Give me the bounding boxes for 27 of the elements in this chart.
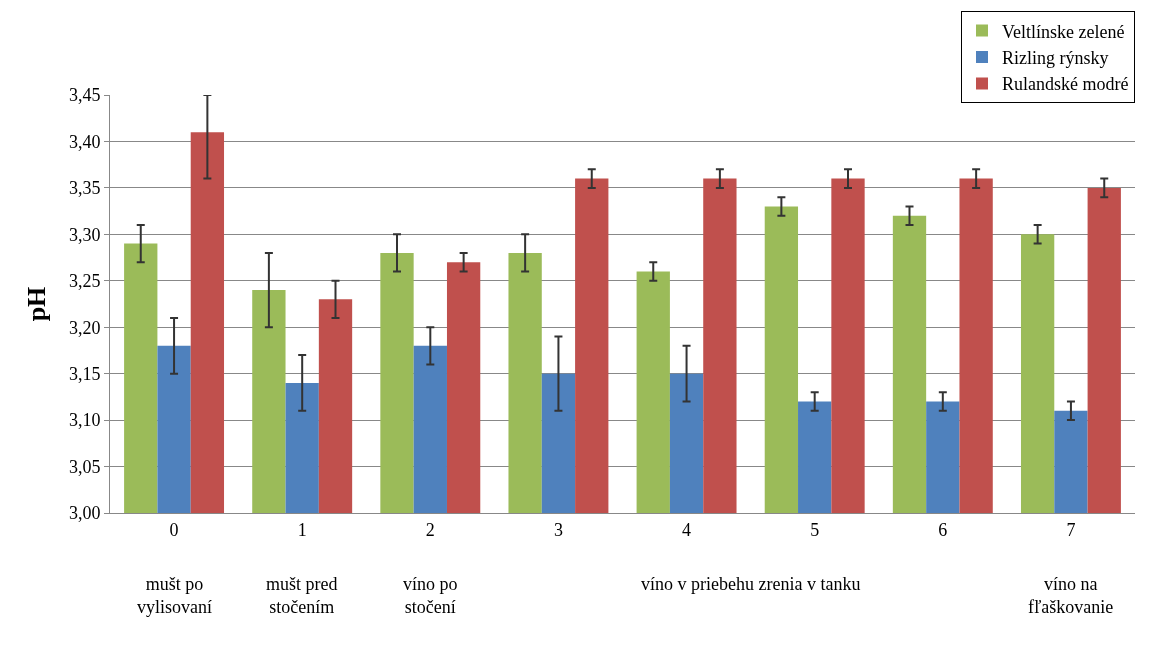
y-tick-label: 3,35 xyxy=(68,178,101,199)
x-tick-label: 5 xyxy=(810,519,820,540)
text: mušt po vylisovaní xyxy=(137,574,212,618)
y-tick-label: 3,30 xyxy=(68,224,101,245)
y-tick-label: 3,15 xyxy=(68,363,101,384)
legend-label: Veltlínske zelené xyxy=(1002,21,1125,42)
text: víno na fľaškovanie xyxy=(1028,574,1114,618)
x-tick-label: 3 xyxy=(553,519,563,540)
text: víno po stočení xyxy=(403,574,458,618)
x-tick-label: 4 xyxy=(682,519,692,540)
legend-label: Rulandské modré xyxy=(1002,74,1129,95)
x-tick-label: 6 xyxy=(938,519,948,540)
y-axis-title: pH xyxy=(22,286,52,322)
y-tick-label: 3,45 xyxy=(68,85,101,106)
legend-label: Rizling rýnsky xyxy=(1002,48,1109,69)
x-tick-label: 0 xyxy=(169,519,179,540)
y-tick-label: 3,10 xyxy=(68,410,101,431)
x-tick-label: 2 xyxy=(425,519,435,540)
y-tick-label: 3,00 xyxy=(68,503,101,524)
y-tick-label: 3,25 xyxy=(68,271,101,292)
text: víno v priebehu zrenia v tanku xyxy=(641,574,861,594)
y-tick-label: 3,40 xyxy=(68,131,101,152)
text: mušt pred stočením xyxy=(266,574,338,618)
x-tick-label: 1 xyxy=(297,519,307,540)
y-tick-label: 3,20 xyxy=(68,317,101,338)
y-tick-label: 3,05 xyxy=(68,456,101,477)
x-tick-label: 7 xyxy=(1066,519,1076,540)
